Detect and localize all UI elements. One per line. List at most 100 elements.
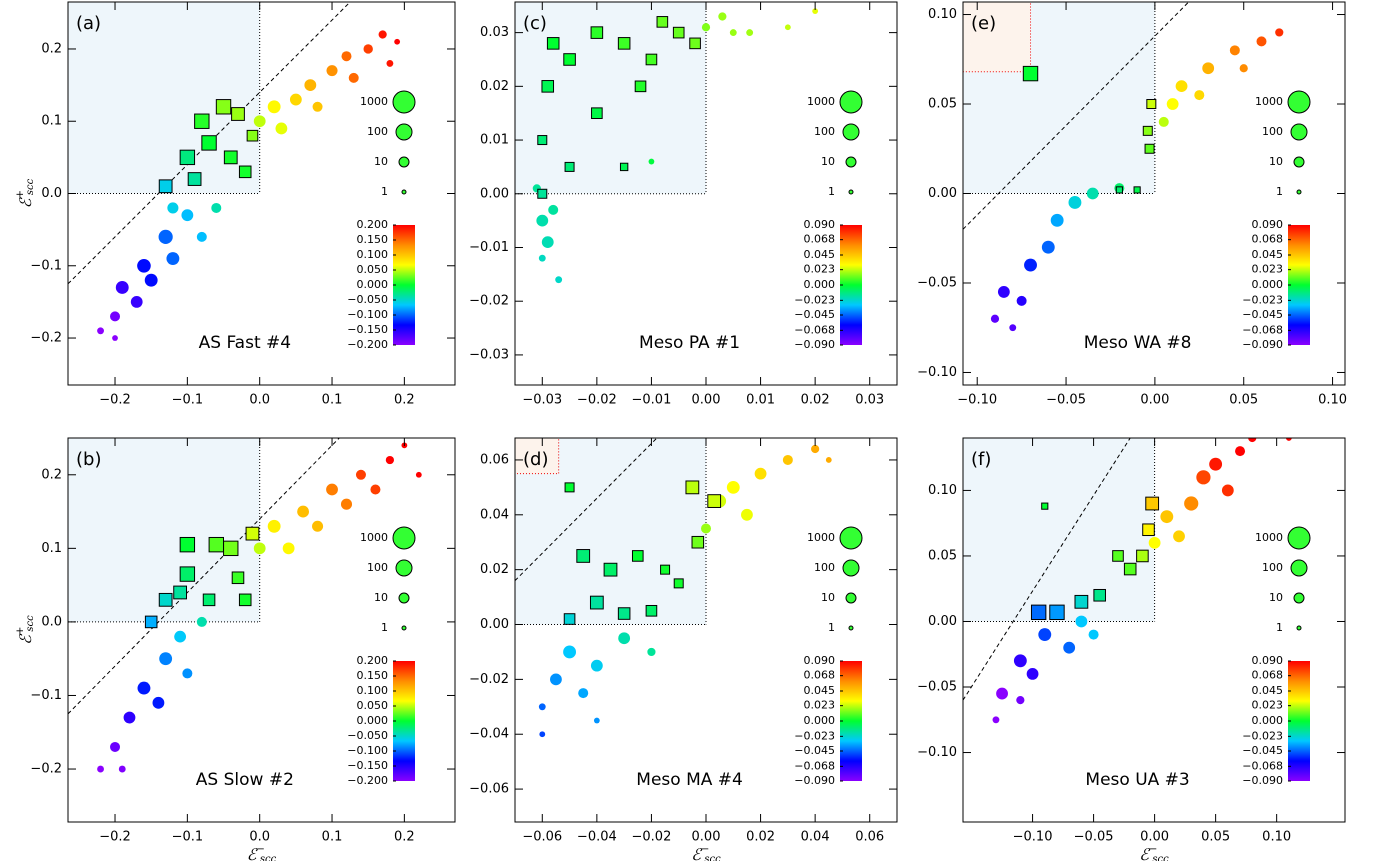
point	[166, 252, 180, 265]
panel-label: (d)	[523, 449, 548, 470]
label-symbol: ℰ	[16, 633, 35, 645]
point	[304, 79, 317, 92]
size-legend-marker	[839, 90, 863, 114]
highlight-box	[515, 438, 560, 475]
point	[539, 731, 546, 738]
annotation: Meso PA #1	[639, 333, 740, 353]
colorbar	[1288, 225, 1310, 345]
square-point	[634, 80, 647, 93]
colorbar-label: 0.045	[1252, 248, 1284, 261]
size-legend-marker	[392, 90, 416, 114]
point	[1016, 295, 1027, 306]
point	[1013, 654, 1027, 668]
point	[1086, 187, 1099, 200]
size-legend-marker	[1290, 559, 1308, 577]
point	[648, 158, 655, 165]
colorbar-label: 0.000	[1252, 278, 1284, 291]
point	[1275, 28, 1284, 37]
colorbar-label: 0.050	[357, 699, 389, 712]
size-legend-label: 100	[814, 561, 835, 574]
square-point	[1146, 99, 1157, 110]
colorbar-label: 0.023	[1252, 699, 1284, 712]
colorbar-label: 0.023	[804, 263, 836, 276]
point	[996, 687, 1008, 700]
point	[1239, 64, 1248, 73]
point	[1209, 457, 1223, 471]
y-tick-label: −0.03	[469, 347, 509, 362]
size-legend-marker	[395, 123, 413, 141]
point	[312, 101, 323, 112]
x-tick-label: −0.02	[632, 830, 672, 845]
colorbar-label: 0.000	[1252, 714, 1284, 727]
x-tick-label: −0.10	[1013, 830, 1053, 845]
point	[992, 716, 1000, 724]
axes-frame	[962, 437, 1346, 823]
point	[1229, 45, 1240, 56]
y-tick-label: 0.00	[480, 617, 509, 632]
label-sign: −	[701, 844, 709, 855]
size-legend-label: 1	[381, 185, 388, 198]
panel: −0.10 −0.05 0.00 0.05 0.10 −0.10 −0.05 0.00 0.05…	[917, 1, 1347, 408]
colorbar-label: 0.023	[1252, 263, 1284, 276]
x-tick-label: −0.04	[577, 830, 617, 845]
x-tick-label: 0.00	[1140, 830, 1169, 845]
point	[174, 630, 187, 643]
point	[990, 314, 1000, 323]
point	[563, 645, 577, 659]
point	[1175, 80, 1188, 93]
point	[378, 30, 387, 39]
square-point	[590, 26, 604, 39]
point	[394, 38, 401, 45]
point	[363, 44, 373, 54]
colorbar-label: 0.068	[1252, 669, 1284, 682]
x-tick-label: −0.2	[99, 830, 131, 845]
y-tick-label: 0.02	[480, 562, 509, 577]
size-legend-marker	[401, 625, 407, 631]
x-tick-label: 0.00	[1140, 393, 1169, 408]
colorbar-label: −0.150	[347, 323, 388, 336]
annotation: Meso MA #4	[636, 770, 743, 790]
point	[1256, 36, 1267, 47]
quadrant-shade	[963, 438, 1155, 622]
size-legend-marker	[842, 123, 860, 141]
y-tick-label: 0.06	[480, 452, 509, 467]
x-tick-label: 0.2	[394, 830, 415, 845]
size-legend-label: 100	[1262, 125, 1283, 138]
colorbar	[840, 661, 862, 781]
point	[326, 483, 338, 496]
square-point	[144, 615, 158, 629]
point	[555, 276, 563, 284]
colorbar-label: 0.023	[804, 699, 836, 712]
plot-area	[68, 438, 422, 773]
square-point	[158, 592, 173, 607]
y-tick-label: −0.10	[917, 745, 957, 760]
y-tick-label: 0.02	[480, 79, 509, 94]
point	[538, 703, 546, 711]
colorbar-label: 0.045	[804, 684, 836, 697]
point	[701, 23, 711, 32]
colorbar	[393, 225, 415, 345]
colorbar-label: −0.023	[794, 293, 835, 306]
panel: −0.2 −0.1 0.0 0.1 0.2 −0.2 −0.1 0.0 0.1 0.2 (a) AS …	[15, 1, 456, 408]
square-point	[1136, 549, 1149, 563]
size-legend-marker	[845, 156, 857, 168]
plot-area	[963, 438, 1292, 724]
x-tick-label: 0.01	[746, 393, 775, 408]
point	[340, 498, 353, 510]
point	[196, 616, 207, 627]
square-point	[179, 566, 196, 582]
colorbar	[393, 661, 415, 781]
colorbar-label: −0.045	[1242, 744, 1283, 757]
colorbar-label: −0.050	[347, 293, 388, 306]
point	[370, 484, 381, 495]
colorbar-label: −0.090	[1242, 774, 1283, 787]
y-tick-label: −0.2	[30, 762, 62, 777]
size-legend-marker	[845, 592, 857, 604]
y-tick-label: 0.2	[41, 467, 62, 482]
colorbar-label: 0.200	[357, 654, 389, 667]
point	[1194, 90, 1205, 101]
x-tick-label: 0.04	[801, 830, 830, 845]
reference-line	[515, 438, 658, 581]
size-legend-label: 100	[814, 125, 835, 138]
colorbar-label: −0.068	[1242, 323, 1283, 336]
